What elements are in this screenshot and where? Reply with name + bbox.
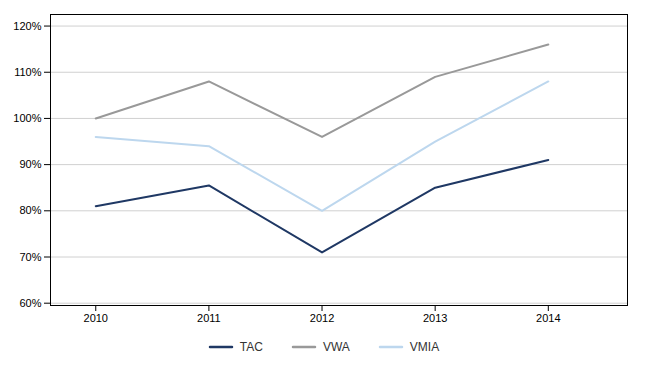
svg-text:2010: 2010 (84, 312, 108, 324)
svg-text:2011: 2011 (197, 312, 221, 324)
svg-text:80%: 80% (19, 204, 41, 216)
html-text:TAC: TAC (239, 340, 263, 354)
html-text:VMIA: VMIA (409, 340, 440, 354)
svg-text:110%: 110% (14, 66, 42, 78)
svg-text:2014: 2014 (536, 312, 560, 324)
svg-text:70%: 70% (19, 251, 41, 263)
html-text:VWA: VWA (322, 340, 350, 354)
svg-text:100%: 100% (13, 112, 41, 124)
svg-text:2013: 2013 (423, 312, 447, 324)
svg-text:90%: 90% (19, 158, 41, 170)
svg-text:120%: 120% (13, 20, 41, 32)
svg-text:2012: 2012 (310, 312, 334, 324)
svg-text:60%: 60% (19, 297, 41, 309)
